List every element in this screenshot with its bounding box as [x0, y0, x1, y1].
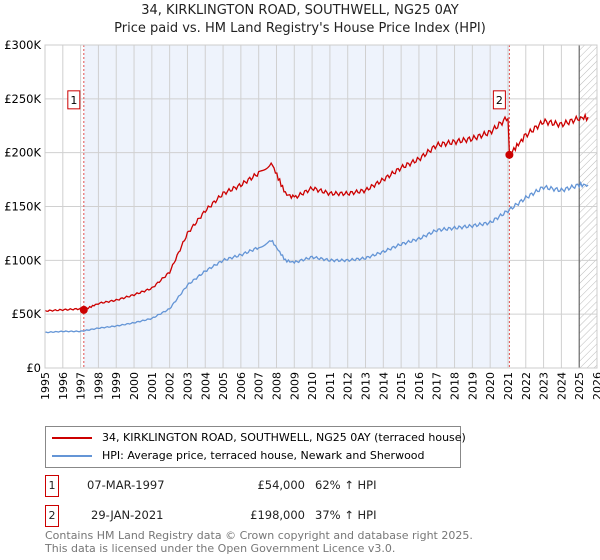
x-tick-label: 2014: [377, 372, 390, 400]
sale-row-2: 2 29-JAN-2021 £198,000 37% ↑ HPI: [45, 505, 465, 527]
y-tick-label: £200K: [4, 146, 41, 160]
x-tick-label: 2005: [217, 372, 230, 400]
plot-area: 1995 1996 1997 1998 1999 2000 2001 2002 2003 2004…: [4, 38, 600, 400]
footer-line-2: This data is licensed under the Open Gov…: [45, 542, 396, 555]
sale-point: [79, 305, 88, 314]
x-tick-label: 2002: [164, 372, 177, 400]
x-tick-label: 2010: [306, 372, 319, 400]
footer-line-1: Contains HM Land Registry data © Crown c…: [45, 529, 473, 542]
hpi-line: [44, 180, 589, 334]
sale-badge: 1: [45, 475, 59, 497]
y-tick-label: £300K: [4, 38, 41, 52]
sale-price: £198,000: [250, 508, 305, 522]
sale-date: 07-MAR-1997: [87, 478, 165, 492]
legend: 34, KIRKLINGTON ROAD, SOUTHWELL, NG25 0A…: [45, 426, 466, 468]
x-tick-label: 2023: [538, 372, 551, 400]
x-tick-label: 1998: [92, 372, 105, 400]
x-tick-label: 2026: [591, 372, 600, 400]
x-tick-label: 2012: [342, 372, 355, 400]
price-line: [44, 112, 589, 312]
sale-label: 1: [70, 94, 77, 107]
x-tick-label: 2009: [288, 372, 301, 400]
x-tick-label: 2008: [270, 372, 283, 400]
legend-red-line: [52, 437, 92, 439]
x-tick-label: 2024: [555, 372, 568, 400]
x-tick-label: 2015: [395, 372, 408, 400]
legend-property: 34, KIRKLINGTON ROAD, SOUTHWELL, NG25 0A…: [102, 431, 466, 444]
x-tick-label: 2022: [520, 372, 533, 400]
x-tick-label: 1997: [75, 372, 88, 400]
y-tick-label: £250K: [4, 92, 41, 106]
x-tick-label: 2013: [360, 372, 373, 400]
x-tick-label: 2020: [484, 372, 497, 400]
x-tick-label: 2025: [573, 372, 586, 400]
sale-label-box: [67, 90, 81, 110]
y-tick-label: £0: [26, 361, 41, 375]
x-tick-label: 1995: [39, 372, 52, 400]
sale-label-box: [492, 90, 506, 110]
sale-label: 2: [496, 94, 503, 107]
x-tick-label: 2021: [502, 372, 515, 400]
x-tick-label: 2017: [431, 372, 444, 400]
sale-point: [505, 150, 514, 159]
legend-blue-line: [52, 455, 92, 457]
sale-row-1: 1 07-MAR-1997 £54,000 62% ↑ HPI: [45, 475, 465, 497]
sale-hpi: 62% ↑ HPI: [315, 478, 377, 492]
sale-price: £54,000: [257, 478, 305, 492]
x-tick-label: 2019: [466, 372, 479, 400]
plot-border: [44, 44, 598, 369]
x-tick-label: 2001: [146, 372, 159, 400]
x-tick-label: 1999: [110, 372, 123, 400]
x-tick-label: 2003: [181, 372, 194, 400]
x-tick-label: 2016: [413, 372, 426, 400]
x-tick-label: 2007: [253, 372, 266, 400]
x-tick-label: 1996: [57, 372, 70, 400]
chart-title: 34, KIRKLINGTON ROAD, SOUTHWELL, NG25 0A…: [141, 3, 459, 18]
x-tick-label: 2000: [128, 372, 141, 400]
sale-badge: 2: [45, 505, 59, 527]
y-tick-label: £100K: [4, 253, 41, 267]
sale-hpi: 37% ↑ HPI: [315, 508, 377, 522]
x-tick-label: 2004: [199, 372, 212, 400]
footer: Contains HM Land Registry data © Crown c…: [45, 529, 473, 555]
x-tick-label: 2011: [324, 372, 337, 400]
legend-hpi: HPI: Average price, terraced house, Newa…: [102, 449, 425, 462]
x-tick-label: 2018: [449, 372, 462, 400]
y-tick-label: £50K: [12, 307, 42, 321]
sale-date: 29-JAN-2021: [91, 508, 164, 522]
chart-subtitle: Price paid vs. HM Land Registry's House …: [114, 21, 486, 36]
y-tick-label: £150K: [4, 200, 41, 214]
x-tick-label: 2006: [235, 372, 248, 400]
